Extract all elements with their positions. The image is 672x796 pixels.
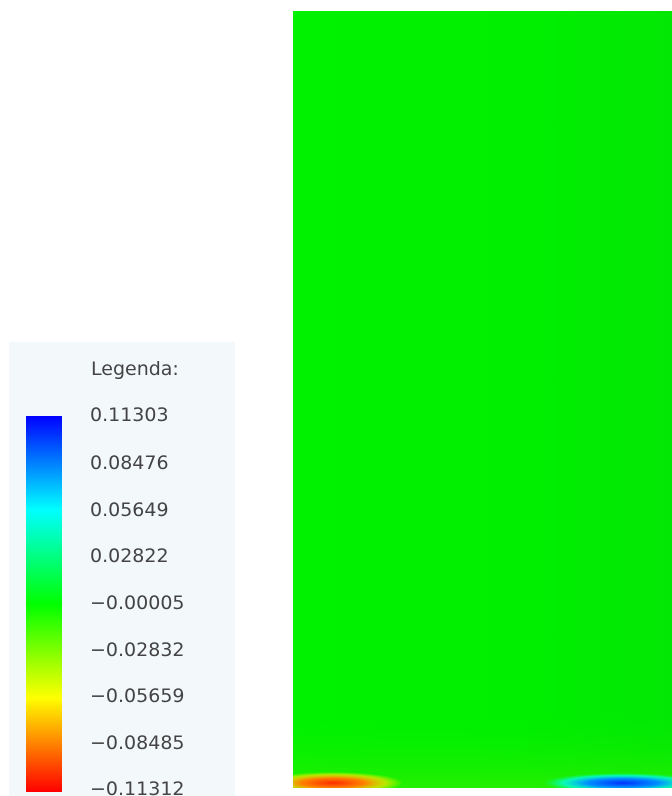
legend-panel: Legenda: 0.11303 0.08476 0.05649 0.02822…: [9, 342, 235, 796]
field-cold-spot: [543, 773, 672, 788]
field-plot[interactable]: [293, 11, 672, 788]
legend-tick-label: 0.05649: [90, 499, 169, 521]
legend-colorbar: [26, 416, 62, 792]
legend-tick-label: 0.08476: [90, 452, 169, 474]
legend-tick-label: 0.11303: [90, 404, 169, 426]
legend-tick-label: −0.08485: [90, 732, 185, 754]
legend-tick-label: −0.11312: [90, 778, 185, 796]
legend-title: Legenda:: [91, 358, 179, 380]
legend-tick-label: −0.05659: [90, 685, 185, 707]
legend-tick-label: −0.00005: [90, 592, 185, 614]
legend-tick-label: 0.02822: [90, 545, 169, 567]
field-hot-spot: [293, 772, 403, 788]
field-plot-canvas: [293, 11, 672, 788]
legend-tick-label: −0.02832: [90, 639, 185, 661]
field-background: [293, 11, 672, 788]
